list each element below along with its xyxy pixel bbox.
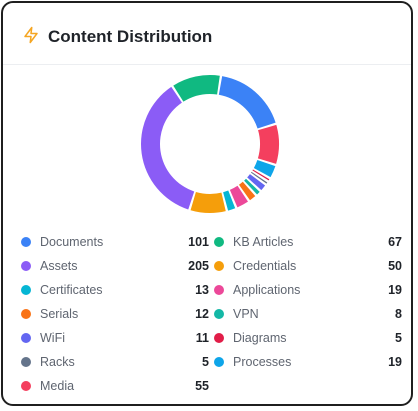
donut-slice-processes[interactable] <box>253 160 276 178</box>
legend-swatch <box>214 357 224 367</box>
legend-item-serials[interactable]: Serials 12 <box>21 304 209 324</box>
legend-swatch <box>214 237 224 247</box>
donut-slice-racks[interactable] <box>250 171 268 184</box>
legend-value: 8 <box>395 307 402 321</box>
donut-slice-applications[interactable] <box>229 185 248 208</box>
legend-label: Assets <box>40 259 78 273</box>
legend-swatch <box>21 237 31 247</box>
legend-label: VPN <box>233 307 259 321</box>
legend-label: Processes <box>233 355 292 369</box>
legend-label: Media <box>40 379 75 393</box>
donut-slice-serials[interactable] <box>238 181 256 201</box>
legend-swatch <box>21 333 31 343</box>
donut-slice-wifi[interactable] <box>247 174 266 191</box>
legend-value: 205 <box>188 259 209 273</box>
card-header: Content Distribution <box>22 25 212 49</box>
legend-item-applications[interactable]: Applications 19 <box>214 280 402 300</box>
legend-label: Credentials <box>233 259 297 273</box>
legend-value: 55 <box>195 379 209 393</box>
legend-value: 19 <box>388 283 402 297</box>
legend-swatch <box>21 381 31 391</box>
legend-swatch <box>214 309 224 319</box>
donut-slice-diagrams[interactable] <box>252 169 270 181</box>
legend-label: Racks <box>40 355 75 369</box>
legend-value: 5 <box>395 331 402 345</box>
legend-label: WiFi <box>40 331 65 345</box>
legend-swatch <box>21 285 31 295</box>
legend-value: 101 <box>188 235 209 249</box>
legend-swatch <box>214 285 224 295</box>
legend-value: 67 <box>388 235 402 249</box>
header-divider <box>3 64 411 65</box>
legend-item-media[interactable]: Media 55 <box>21 376 209 396</box>
legend-swatch <box>214 261 224 271</box>
legend-item-credentials[interactable]: Credentials 50 <box>214 256 402 276</box>
legend-label: Serials <box>40 307 79 321</box>
legend-item-processes[interactable]: Processes 19 <box>214 352 402 372</box>
legend-label: KB Articles <box>233 235 294 249</box>
content-distribution-card: Content Distribution Documents 101 Assets 2… <box>1 1 413 406</box>
legend-item-diagrams[interactable]: Diagrams 5 <box>214 328 402 348</box>
donut-slice-vpn[interactable] <box>244 178 260 195</box>
card-title: Content Distribution <box>48 27 213 46</box>
legend-item-vpn[interactable]: VPN 8 <box>214 304 402 324</box>
donut-slice-kb-articles[interactable] <box>173 75 220 102</box>
legend-item-kb-articles[interactable]: KB Articles 67 <box>214 232 402 252</box>
legend-swatch <box>21 261 31 271</box>
donut-slice-certificates[interactable] <box>223 190 236 211</box>
legend-item-assets[interactable]: Assets 205 <box>21 256 209 276</box>
legend-item-certificates[interactable]: Certificates 13 <box>21 280 209 300</box>
legend-value: 19 <box>388 355 402 369</box>
legend-value: 13 <box>195 283 209 297</box>
donut-slice-media[interactable] <box>257 124 279 164</box>
legend-value: 50 <box>388 259 402 273</box>
legend-item-wifi[interactable]: WiFi 11 <box>21 328 209 348</box>
legend-swatch <box>214 333 224 343</box>
legend-label: Certificates <box>40 283 103 297</box>
donut-chart <box>141 75 279 213</box>
legend-value: 5 <box>202 355 209 369</box>
legend-item-racks[interactable]: Racks 5 <box>21 352 209 372</box>
legend-swatch <box>21 357 31 367</box>
legend-label: Applications <box>233 283 301 297</box>
donut-slice-credentials[interactable] <box>190 191 226 213</box>
legend-label: Diagrams <box>233 331 287 345</box>
legend-swatch <box>21 309 31 319</box>
legend-value: 12 <box>195 307 209 321</box>
lightning-icon <box>22 26 40 49</box>
donut-slice-documents[interactable] <box>218 76 276 129</box>
donut-slice-assets[interactable] <box>141 86 195 210</box>
legend-label: Documents <box>40 235 104 249</box>
legend-value: 11 <box>195 331 209 345</box>
legend-item-documents[interactable]: Documents 101 <box>21 232 209 252</box>
